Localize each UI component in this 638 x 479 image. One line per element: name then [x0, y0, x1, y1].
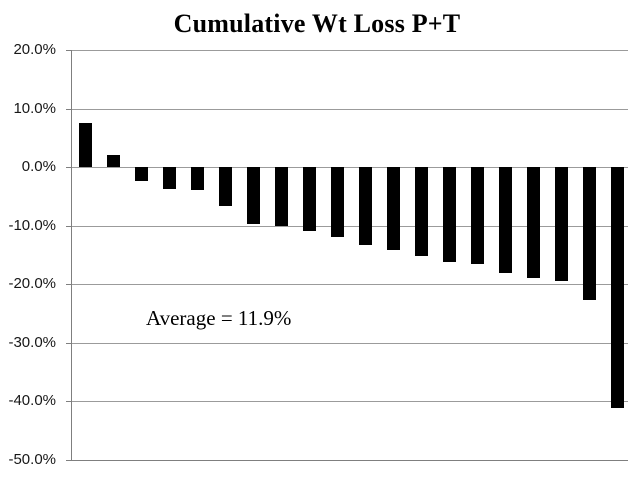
y-tick-label: 10.0%	[13, 100, 56, 117]
bar	[359, 167, 372, 245]
x-axis-line	[71, 460, 628, 461]
bar	[555, 167, 568, 281]
bar	[107, 155, 120, 167]
bar	[191, 167, 204, 190]
bar	[331, 167, 344, 237]
bar	[79, 123, 92, 167]
bar	[135, 167, 148, 181]
y-tick-label: -40.0%	[8, 392, 56, 409]
gridline	[71, 343, 628, 344]
bar	[443, 167, 456, 262]
y-axis-tick	[66, 226, 71, 227]
bar	[303, 167, 316, 231]
bar	[415, 167, 428, 256]
y-axis-tick	[66, 109, 71, 110]
y-tick-label: -30.0%	[8, 334, 56, 351]
bar	[499, 167, 512, 273]
bar	[527, 167, 540, 278]
y-axis-tick	[66, 167, 71, 168]
gridline	[71, 401, 628, 402]
bar	[471, 167, 484, 264]
y-axis-tick	[66, 401, 71, 402]
bar	[611, 167, 624, 408]
y-axis-tick	[66, 50, 71, 51]
bar	[247, 167, 260, 224]
y-axis-line	[71, 50, 72, 461]
bar	[387, 167, 400, 250]
chart-title: Cumulative Wt Loss P+T	[173, 9, 461, 38]
y-tick-label: 0.0%	[21, 158, 56, 175]
y-tick-label: -10.0%	[8, 217, 56, 234]
y-tick-label: 20.0%	[13, 41, 56, 58]
gridline	[71, 226, 628, 227]
bar	[163, 167, 176, 189]
bar	[275, 167, 288, 226]
y-tick-label: -50.0%	[8, 451, 56, 468]
y-axis-tick	[66, 343, 71, 344]
bar	[219, 167, 232, 206]
y-axis-tick	[66, 460, 71, 461]
gridline	[71, 109, 628, 110]
y-axis-tick	[66, 284, 71, 285]
gridline	[71, 284, 628, 285]
y-tick-label: -20.0%	[8, 275, 56, 292]
gridline	[71, 167, 628, 168]
average-annotation: Average = 11.9%	[146, 306, 292, 330]
bar	[583, 167, 596, 300]
gridline	[71, 50, 628, 51]
